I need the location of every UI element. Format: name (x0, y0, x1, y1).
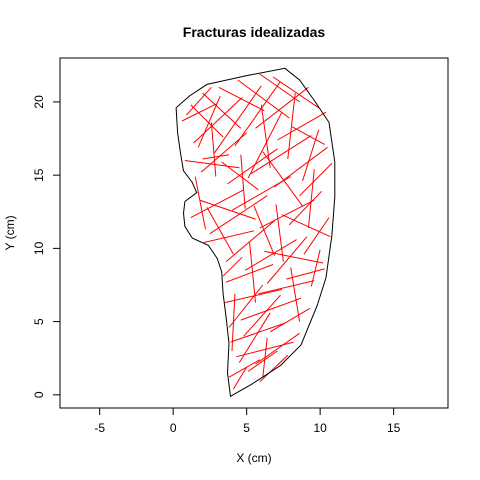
fracture-line-38 (247, 350, 278, 372)
x-tick-label-4: 15 (387, 421, 401, 435)
fracture-line-59 (255, 332, 300, 365)
fracture-line-11 (277, 111, 327, 141)
fracture-line-57 (266, 236, 308, 284)
fracture-line-20 (209, 195, 268, 235)
fracture-line-63 (221, 161, 259, 191)
fracture-line-45 (240, 154, 246, 209)
fracture-line-2 (218, 86, 265, 112)
fracture-line-40 (232, 366, 248, 390)
fracture-line-60 (206, 207, 234, 255)
fracture-line-47 (307, 169, 315, 228)
fracture-line-23 (281, 214, 331, 238)
fracture-line-22 (259, 199, 315, 229)
fracture-line-31 (224, 288, 283, 304)
fracture-line-32 (240, 297, 302, 321)
fracture-line-4 (259, 73, 300, 103)
x-axis-label: X (cm) (236, 451, 271, 465)
x-axis: -5 0 5 10 15 (94, 407, 401, 435)
fracture-line-44 (210, 122, 217, 177)
fracture-line-39 (228, 359, 261, 378)
fracture-line-54 (197, 95, 221, 148)
fracture-line-21 (231, 176, 291, 211)
fracture-line-34 (228, 284, 264, 328)
fracture-line-29 (303, 217, 330, 255)
fracture-line-52 (302, 129, 320, 182)
fracture-line-50 (231, 293, 236, 351)
fracture-line-65 (253, 205, 276, 256)
fracture-line-7 (193, 97, 243, 144)
fracture-line-48 (249, 242, 256, 303)
fracture-line-42 (260, 104, 271, 168)
fracture-line-26 (244, 239, 297, 271)
fracture-line-53 (194, 176, 206, 230)
fracture-line-64 (291, 126, 325, 145)
fracture-line-15 (250, 135, 312, 175)
plot-frame (59, 57, 449, 409)
y-tick-label-2: 10 (32, 241, 46, 255)
fracture-line-9 (234, 81, 281, 147)
y-tick-label-3: 15 (32, 168, 46, 182)
fracture-line-46 (275, 204, 284, 262)
x-tick-label-1: 0 (170, 421, 177, 435)
fracture-line-12 (184, 160, 240, 169)
fracture-line-0 (190, 104, 224, 138)
fracture-line-6 (181, 102, 218, 122)
fracture-line-58 (243, 294, 281, 337)
fracture-line-61 (262, 151, 303, 207)
chart-title: Fracturas idealizadas (183, 24, 326, 40)
fracture-line-66 (310, 249, 321, 287)
fracture-line-49 (290, 267, 301, 322)
fracture-line-35 (269, 307, 311, 333)
fracture-line-41 (238, 312, 271, 363)
x-tick-label-2: 5 (243, 421, 250, 435)
plot-area (59, 57, 449, 409)
fracture-line-8 (213, 85, 262, 154)
fracture-line-62 (186, 86, 212, 116)
fracture-line-25 (225, 220, 275, 262)
y-tick-label-4: 20 (32, 95, 46, 109)
fracture-line-1 (202, 92, 242, 129)
y-axis-label: Y (cm) (3, 215, 17, 250)
fracture-lines (181, 73, 333, 390)
fracture-line-67 (222, 256, 243, 277)
fracture-line-30 (225, 264, 274, 283)
x-tick-label-0: -5 (94, 421, 105, 435)
fracture-line-10 (255, 86, 309, 129)
fracture-line-18 (199, 199, 256, 220)
fracture-line-43 (287, 93, 296, 160)
fracture-line-19 (190, 189, 244, 219)
fracture-line-17 (299, 163, 333, 197)
sample-outline (175, 67, 336, 398)
fracture-line-69 (202, 154, 230, 160)
fracture-line-33 (258, 280, 315, 295)
fracture-line-14 (227, 148, 278, 185)
x-tick-label-3: 10 (313, 421, 327, 435)
y-tick-label-1: 5 (32, 318, 46, 325)
fracture-line-55 (247, 111, 283, 179)
fracture-line-56 (288, 190, 322, 226)
fracture-line-24 (203, 230, 255, 243)
fracture-line-13 (200, 132, 248, 173)
fracture-line-5 (272, 76, 319, 109)
fracture-line-68 (259, 354, 289, 382)
fracture-line-3 (237, 79, 290, 119)
y-axis: 0 5 10 15 20 (32, 95, 61, 398)
y-tick-label-0: 0 (32, 391, 46, 398)
